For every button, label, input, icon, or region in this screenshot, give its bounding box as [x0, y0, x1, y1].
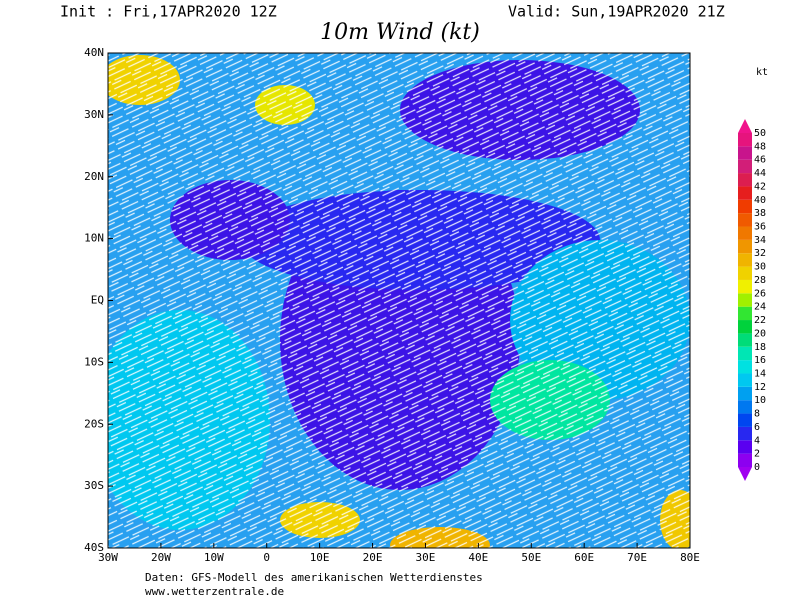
- y-tick-label: 30N: [84, 108, 104, 121]
- wind-field: [108, 53, 690, 548]
- colorbar-label: 34: [754, 235, 766, 246]
- x-tick-label: 70E: [627, 551, 647, 564]
- colorbar-swatch: [738, 226, 752, 240]
- colorbar-over: [738, 119, 752, 133]
- x-tick-label: 40E: [468, 551, 488, 564]
- footer-source: Daten: GFS-Modell des amerikanischen Wet…: [145, 571, 483, 584]
- colorbar-swatch: [738, 413, 752, 427]
- colorbar-swatch: [738, 266, 752, 280]
- x-tick-label: 20W: [151, 551, 171, 564]
- colorbar-label: 18: [754, 342, 766, 353]
- colorbar-swatch: [738, 293, 752, 307]
- colorbar-swatch: [738, 146, 752, 160]
- y-tick-label: 40S: [84, 541, 104, 554]
- colorbar-unit: kt: [756, 67, 768, 78]
- colorbar-label: 22: [754, 315, 766, 326]
- colorbar-label: 6: [754, 422, 760, 433]
- colorbar-label: 50: [754, 128, 766, 139]
- colorbar-label: 12: [754, 382, 766, 393]
- y-tick-label: 10N: [84, 232, 104, 245]
- colorbar: 0246810121416182022242628303234363840424…: [738, 119, 766, 481]
- x-tick-label: 0: [263, 551, 270, 564]
- x-tick-label: 30W: [98, 551, 118, 564]
- y-tick-label: 20S: [84, 417, 104, 430]
- colorbar-label: 24: [754, 302, 766, 313]
- x-tick-label: 60E: [574, 551, 594, 564]
- footer-site: www.wetterzentrale.de: [145, 585, 284, 598]
- colorbar-swatch: [738, 173, 752, 187]
- colorbar-label: 20: [754, 328, 766, 339]
- colorbar-label: 4: [754, 435, 760, 446]
- y-tick-label: 30S: [84, 479, 104, 492]
- colorbar-swatch: [738, 239, 752, 254]
- colorbar-label: 30: [754, 262, 766, 273]
- colorbar-label: 36: [754, 222, 766, 233]
- colorbar-under: [738, 467, 752, 481]
- colorbar-label: 2: [754, 449, 760, 460]
- colorbar-label: 0: [754, 462, 760, 473]
- colorbar-label: 14: [754, 368, 766, 379]
- colorbar-swatch: [738, 320, 752, 334]
- colorbar-label: 26: [754, 288, 766, 299]
- x-tick-label: 30E: [416, 551, 436, 564]
- y-tick-label: 20N: [84, 170, 104, 183]
- colorbar-swatch: [738, 426, 752, 441]
- init-time: Init : Fri,17APR2020 12Z: [60, 3, 277, 21]
- colorbar-swatch: [738, 373, 752, 387]
- axes: 30W 20W 10W 0 10E 20E 30E 40E 50E 60E 70E 80E 40N 30N…: [84, 46, 700, 564]
- colorbar-swatch: [738, 440, 752, 454]
- colorbar-swatch: [738, 306, 752, 321]
- valid-time: Valid: Sun,19APR2020 21Z: [508, 3, 725, 21]
- colorbar-swatch: [738, 453, 752, 467]
- colorbar-swatch: [738, 213, 752, 227]
- colorbar-swatch: [738, 133, 752, 147]
- colorbar-swatch: [738, 386, 752, 401]
- colorbar-swatch: [738, 253, 752, 267]
- colorbar-swatch: [738, 400, 752, 414]
- colorbar-label: 40: [754, 195, 766, 206]
- y-tick-label: 40N: [84, 46, 104, 59]
- colorbar-swatch: [738, 360, 752, 374]
- colorbar-swatch: [738, 186, 752, 200]
- colorbar-label: 46: [754, 155, 766, 166]
- y-tick-label: 10S: [84, 355, 104, 368]
- x-tick-label: 10E: [310, 551, 330, 564]
- colorbar-label: 16: [754, 355, 766, 366]
- x-tick-label: 10W: [204, 551, 224, 564]
- colorbar-label: 48: [754, 141, 766, 152]
- colorbar-label: 10: [754, 395, 766, 406]
- colorbar-swatch: [738, 159, 752, 174]
- colorbar-label: 44: [754, 168, 766, 179]
- colorbar-swatch: [738, 199, 752, 214]
- x-tick-label: 20E: [363, 551, 383, 564]
- colorbar-label: 38: [754, 208, 766, 219]
- y-tick-label: EQ: [91, 294, 104, 307]
- colorbar-label: 8: [754, 409, 760, 420]
- x-tick-label: 50E: [521, 551, 541, 564]
- colorbar-swatch: [738, 279, 752, 294]
- colorbar-swatch: [738, 346, 752, 361]
- x-tick-label: 80E: [680, 551, 700, 564]
- colorbar-label: 28: [754, 275, 766, 286]
- colorbar-swatch: [738, 333, 752, 347]
- colorbar-label: 42: [754, 181, 766, 192]
- colorbar-label: 32: [754, 248, 766, 259]
- map-title: 10m Wind (kt): [320, 20, 480, 45]
